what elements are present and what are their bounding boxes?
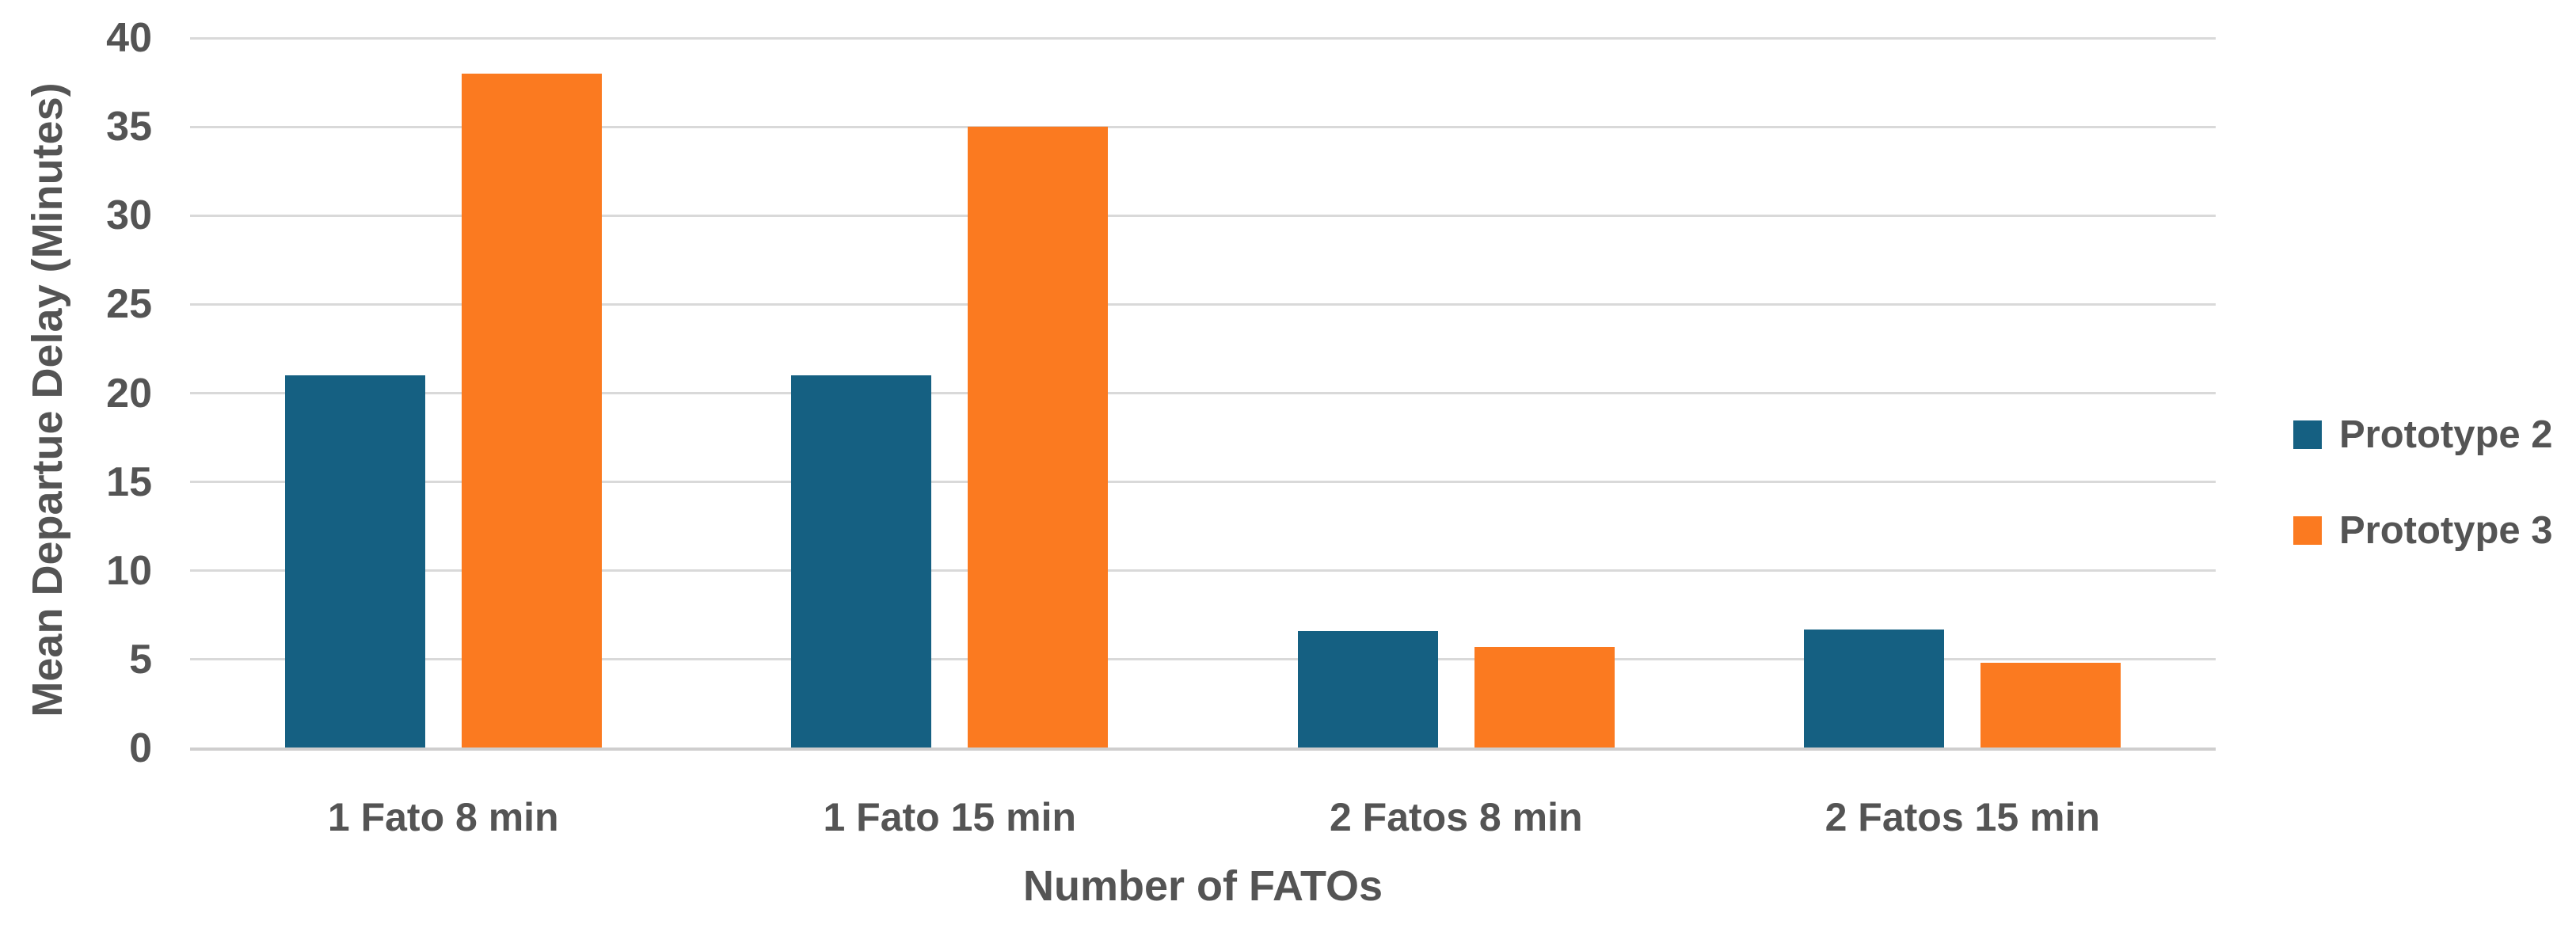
- y-tick-label-10: 10: [106, 547, 152, 594]
- y-tick-label-30: 30: [106, 192, 152, 239]
- gridline-10: [190, 569, 2216, 573]
- legend-marker-prototype-3: [2293, 516, 2322, 545]
- gridline-15: [190, 481, 2216, 484]
- y-tick-label-40: 40: [106, 15, 152, 61]
- gridline-30: [190, 214, 2216, 217]
- bar-prototype-2-2-fatos-8-min: [1297, 630, 1438, 748]
- bar-prototype-2-2-fatos-15-min: [1804, 629, 1945, 748]
- bar-prototype-3-1-fato-8-min: [461, 73, 602, 748]
- y-tick-label-0: 0: [129, 725, 152, 771]
- bar-prototype-3-2-fatos-8-min: [1474, 647, 1615, 748]
- gridline-20: [190, 392, 2216, 394]
- y-tick-label-20: 20: [106, 370, 152, 417]
- bar-prototype-2-1-fato-15-min: [791, 375, 932, 748]
- bar-prototype-3-2-fatos-15-min: [1981, 663, 2121, 748]
- bar-prototype-3-1-fato-15-min: [968, 127, 1109, 748]
- x-category-label-1-fato-15-min: 1 Fato 15 min: [823, 795, 1077, 839]
- legend-item-prototype-2: Prototype 2: [2293, 410, 2553, 459]
- gridline-25: [190, 302, 2216, 306]
- x-axis-line: [190, 748, 2216, 751]
- x-axis-title: Number of FATOs: [1022, 862, 1383, 910]
- y-tick-label-5: 5: [129, 636, 152, 683]
- legend-label-prototype-2: Prototype 2: [2339, 413, 2553, 456]
- y-tick-label-15: 15: [106, 458, 152, 505]
- x-category-label-2-fatos-15-min: 2 Fatos 15 min: [1825, 795, 2100, 839]
- y-tick-label-35: 35: [106, 104, 152, 150]
- gridline-5: [190, 658, 2216, 661]
- bar-prototype-2-1-fato-8-min: [284, 375, 425, 748]
- legend-label-prototype-3: Prototype 3: [2339, 509, 2553, 552]
- x-category-label-1-fato-8-min: 1 Fato 8 min: [327, 795, 559, 839]
- y-tick-label-25: 25: [106, 281, 152, 328]
- gridline-40: [190, 36, 2216, 40]
- x-category-label-2-fatos-8-min: 2 Fatos 8 min: [1329, 795, 1583, 839]
- legend-item-prototype-3: Prototype 3: [2293, 506, 2553, 555]
- legend-marker-prototype-2: [2293, 420, 2322, 449]
- gridline-35: [190, 125, 2216, 128]
